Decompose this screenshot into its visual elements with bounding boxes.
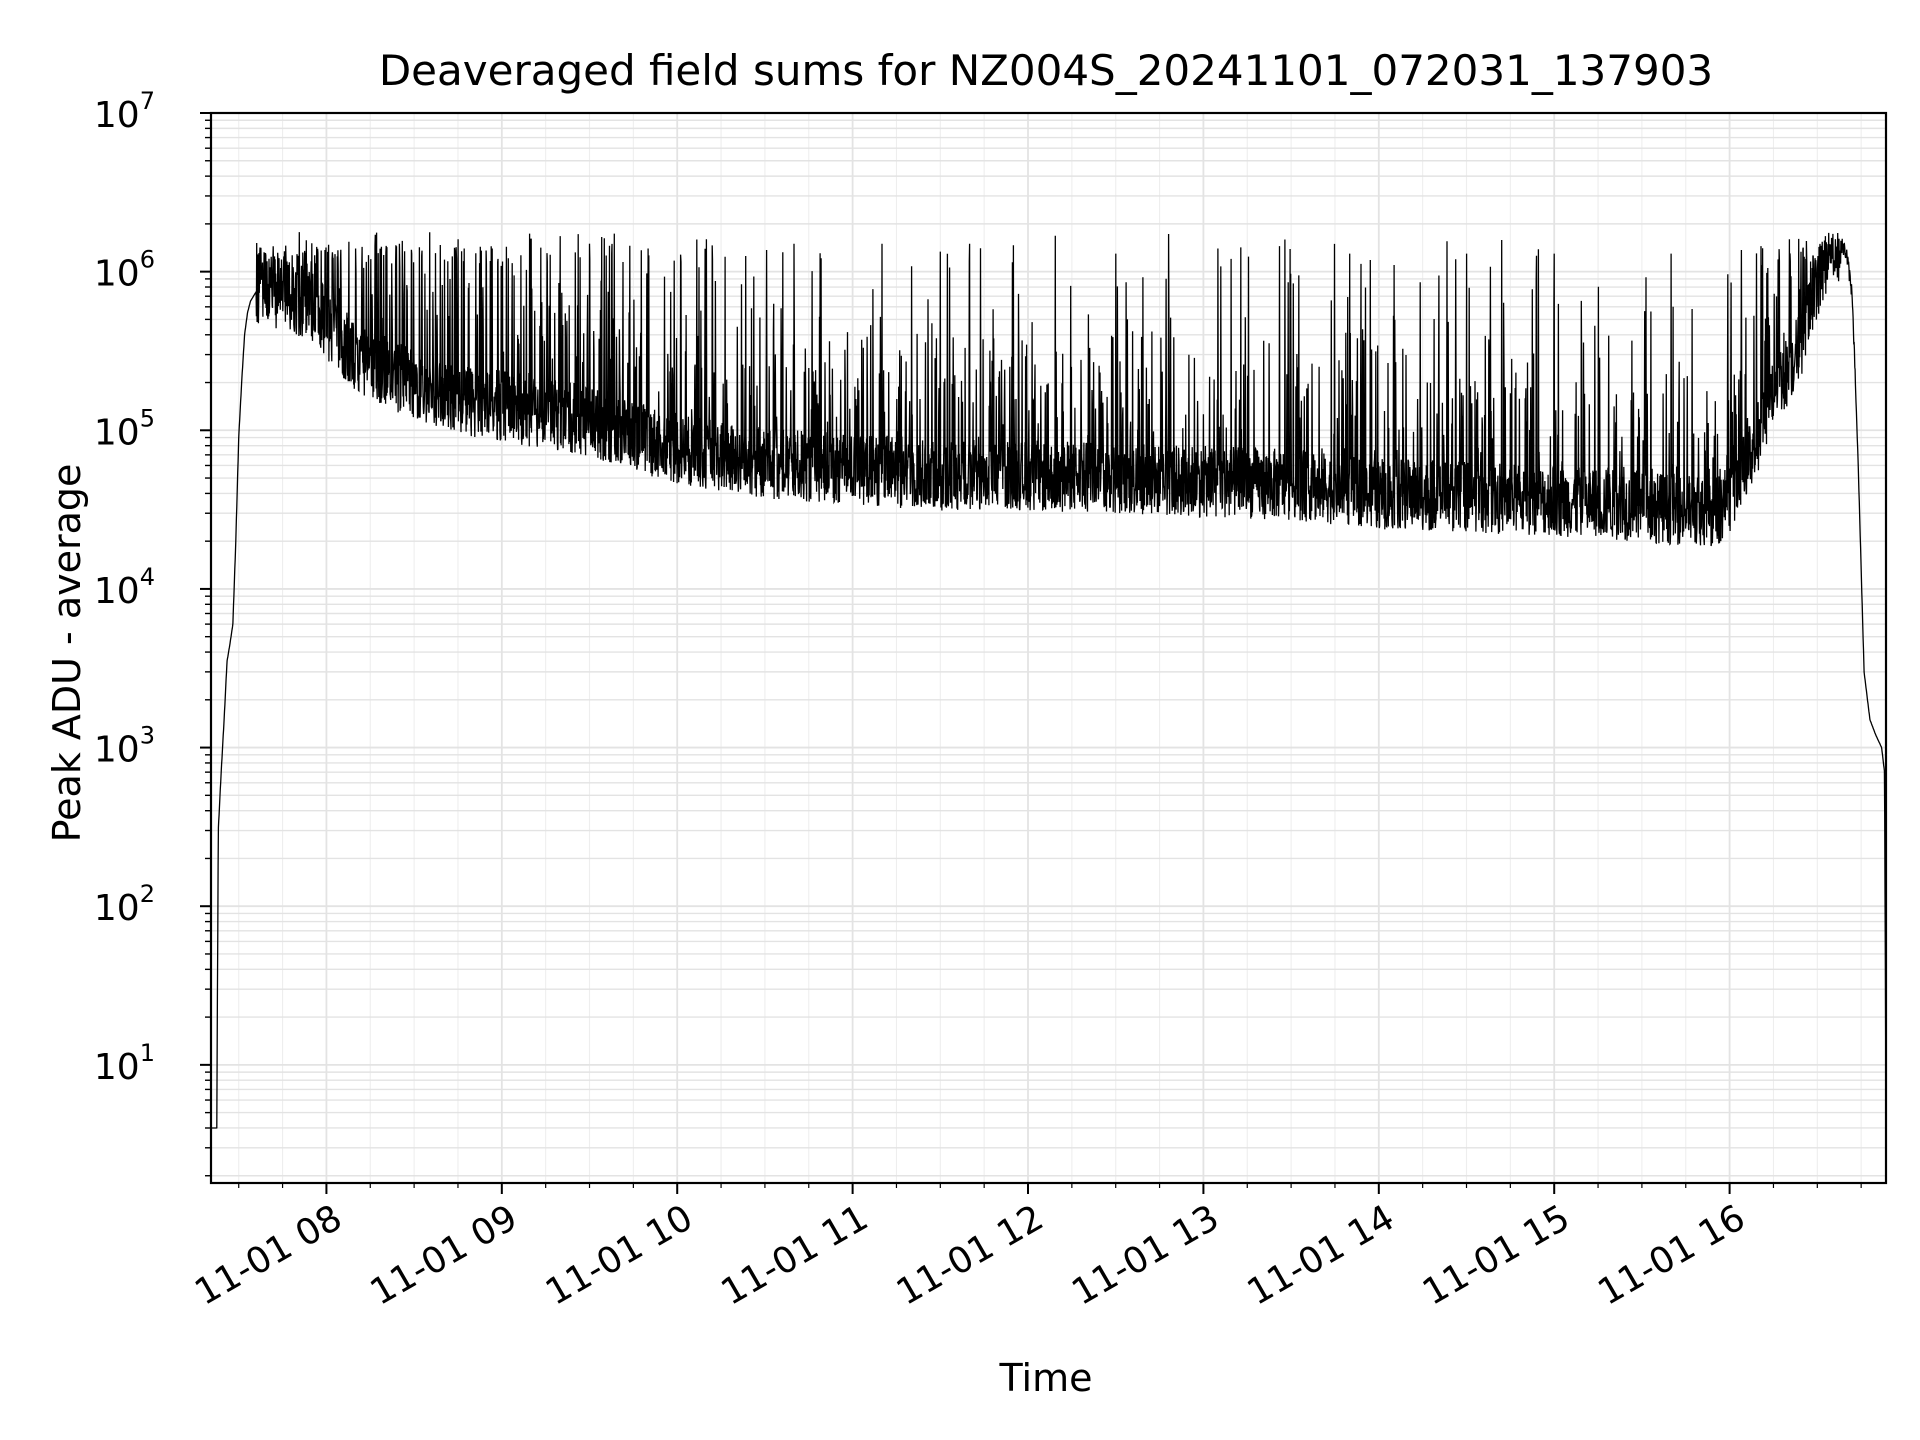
plot-frame bbox=[209, 111, 1888, 1185]
series-line bbox=[211, 232, 1887, 1129]
y-tick-label: 101 bbox=[94, 1039, 155, 1088]
chart-title: Deaveraged field sums for NZ004S_2024110… bbox=[379, 46, 1713, 95]
y-axis-label: Peak ADU - average bbox=[45, 464, 89, 843]
y-tick-label: 106 bbox=[94, 246, 155, 295]
y-tick-label: 104 bbox=[94, 563, 155, 612]
y-tick-label: 105 bbox=[94, 404, 155, 453]
y-tick-base: 10 bbox=[94, 571, 140, 612]
y-tick-exponent: 1 bbox=[140, 1039, 155, 1067]
y-tick-exponent: 5 bbox=[140, 404, 155, 432]
y-tick-exponent: 3 bbox=[140, 722, 155, 750]
y-tick-base: 10 bbox=[94, 730, 140, 771]
y-tick-label: 102 bbox=[94, 880, 155, 929]
y-tick-exponent: 4 bbox=[140, 563, 155, 591]
x-axis-label: Time bbox=[999, 1356, 1093, 1400]
y-tick-base: 10 bbox=[94, 888, 140, 929]
y-tick-base: 10 bbox=[94, 412, 140, 453]
y-tick-base: 10 bbox=[94, 1047, 140, 1088]
y-tick-base: 10 bbox=[94, 95, 140, 136]
y-tick-label: 107 bbox=[94, 87, 155, 136]
y-tick-label: 103 bbox=[94, 722, 155, 771]
y-tick-exponent: 6 bbox=[140, 246, 155, 274]
plot-area bbox=[211, 232, 1887, 1129]
y-tick-base: 10 bbox=[94, 254, 140, 295]
y-tick-exponent: 7 bbox=[140, 87, 155, 115]
y-tick-exponent: 2 bbox=[140, 880, 155, 908]
